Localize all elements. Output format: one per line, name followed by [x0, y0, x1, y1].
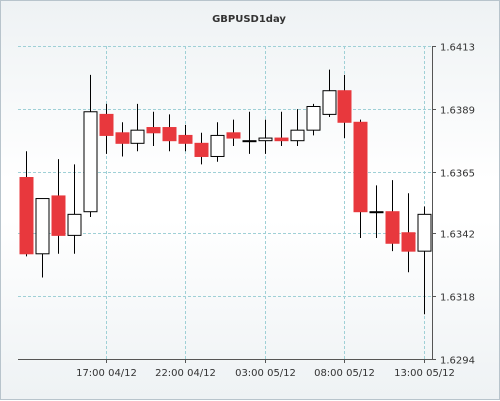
candles [19, 69, 432, 315]
candle [322, 69, 337, 118]
candle-body-bull [290, 129, 305, 142]
candle [178, 124, 193, 152]
candle [210, 122, 225, 162]
candle [401, 193, 416, 273]
candle-body-bear [274, 137, 289, 142]
candle-body-bear [19, 177, 34, 255]
candle-body-bear [51, 195, 66, 236]
candle-body-bear [401, 232, 416, 252]
candle [242, 111, 257, 154]
candle-body-bear [353, 121, 368, 213]
candle-body-bear [385, 211, 400, 244]
candle [99, 103, 114, 154]
candle-body-bull [210, 134, 225, 157]
candle-body-bull [242, 140, 257, 143]
candle [337, 74, 352, 139]
candle-body-bull [369, 211, 384, 214]
y-tick-label: 1.6294 [440, 356, 475, 367]
y-tick-label: 1.6342 [440, 230, 475, 241]
candle-body-bear [178, 134, 193, 144]
candle [194, 132, 209, 165]
candle [226, 119, 241, 146]
chart-title: GBPUSD1day [212, 14, 286, 25]
candle-body-bull [67, 213, 82, 236]
candle [67, 164, 82, 254]
candle-body-bear [146, 127, 161, 134]
candle-body-bull [322, 90, 337, 115]
candle [146, 111, 161, 146]
candle [35, 198, 50, 278]
candle-body-bear [162, 127, 177, 142]
candle [130, 103, 145, 152]
candle [162, 114, 177, 152]
candle [258, 119, 273, 154]
x-tick-label: 03:00 05/12 [235, 368, 296, 379]
candle [83, 74, 98, 217]
y-tick-label: 1.6365 [440, 169, 475, 180]
candle-body-bear [194, 142, 209, 157]
candle [19, 151, 34, 257]
candle-body-bull [258, 137, 273, 142]
candle [274, 111, 289, 146]
candle-body-bear [99, 113, 114, 136]
candle-body-bear [115, 132, 130, 144]
candle [369, 185, 384, 239]
y-tick-label: 1.6389 [440, 106, 475, 117]
candle-body-bear [226, 132, 241, 139]
candle [306, 103, 321, 136]
candle-body-bear [337, 90, 352, 123]
candle-body-bull [306, 105, 321, 131]
y-tick-label: 1.6413 [440, 43, 475, 54]
y-tick-label: 1.6318 [440, 293, 475, 304]
candle-body-bull [35, 198, 50, 255]
axes: 1.6413 1.6389 1.6365 1.6342 1.6318 1.6294 17:0… [18, 43, 475, 379]
candle-body-bull [417, 213, 432, 252]
grid-lines [18, 46, 432, 360]
plot-area [18, 46, 432, 359]
candle [353, 119, 368, 239]
x-tick-label: 13:00 05/12 [394, 368, 455, 379]
candle-body-bull [83, 111, 98, 213]
x-tick-label: 17:00 04/12 [76, 368, 137, 379]
candle [290, 109, 305, 146]
candle [51, 159, 66, 254]
candle [115, 122, 130, 157]
candle-body-bull [130, 129, 145, 144]
x-tick-label: 08:00 05/12 [314, 368, 375, 379]
candle [385, 180, 400, 252]
candle [417, 206, 432, 315]
x-tick-label: 22:00 04/12 [155, 368, 216, 379]
